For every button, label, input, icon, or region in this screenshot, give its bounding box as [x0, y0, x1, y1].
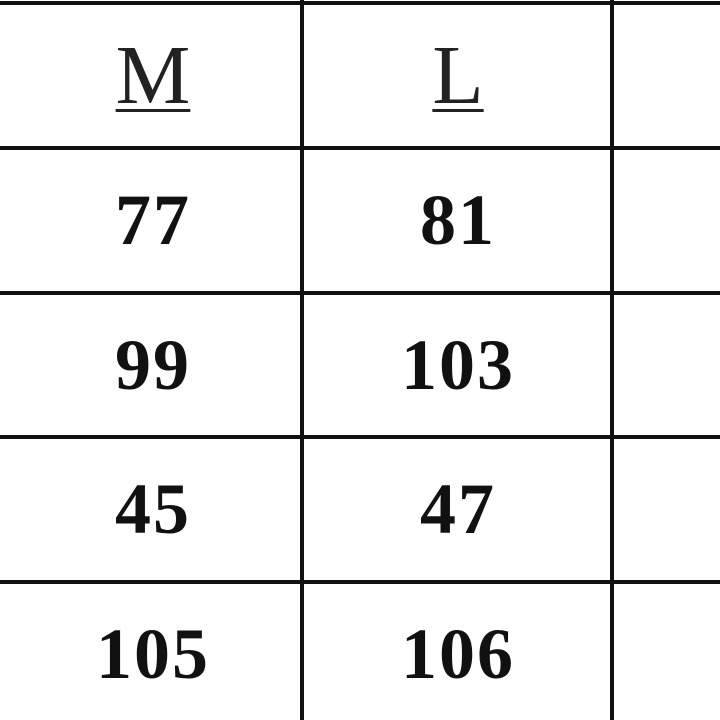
row-border — [0, 1, 720, 5]
size-header: L — [432, 28, 484, 122]
size-value: 81 — [420, 179, 496, 260]
size-header: M — [115, 28, 191, 122]
row-border — [0, 435, 720, 439]
size-value: 99 — [115, 324, 191, 405]
size-value: 45 — [115, 468, 191, 549]
row-border — [0, 580, 720, 584]
size-value: 77 — [115, 179, 191, 260]
size-value: 105 — [96, 613, 210, 694]
column-border — [610, 0, 614, 720]
size-value: 103 — [401, 324, 515, 405]
size-value: 47 — [420, 468, 496, 549]
size-value: 106 — [401, 613, 515, 694]
column-border — [300, 0, 304, 720]
row-border — [0, 291, 720, 295]
row-border — [0, 146, 720, 150]
